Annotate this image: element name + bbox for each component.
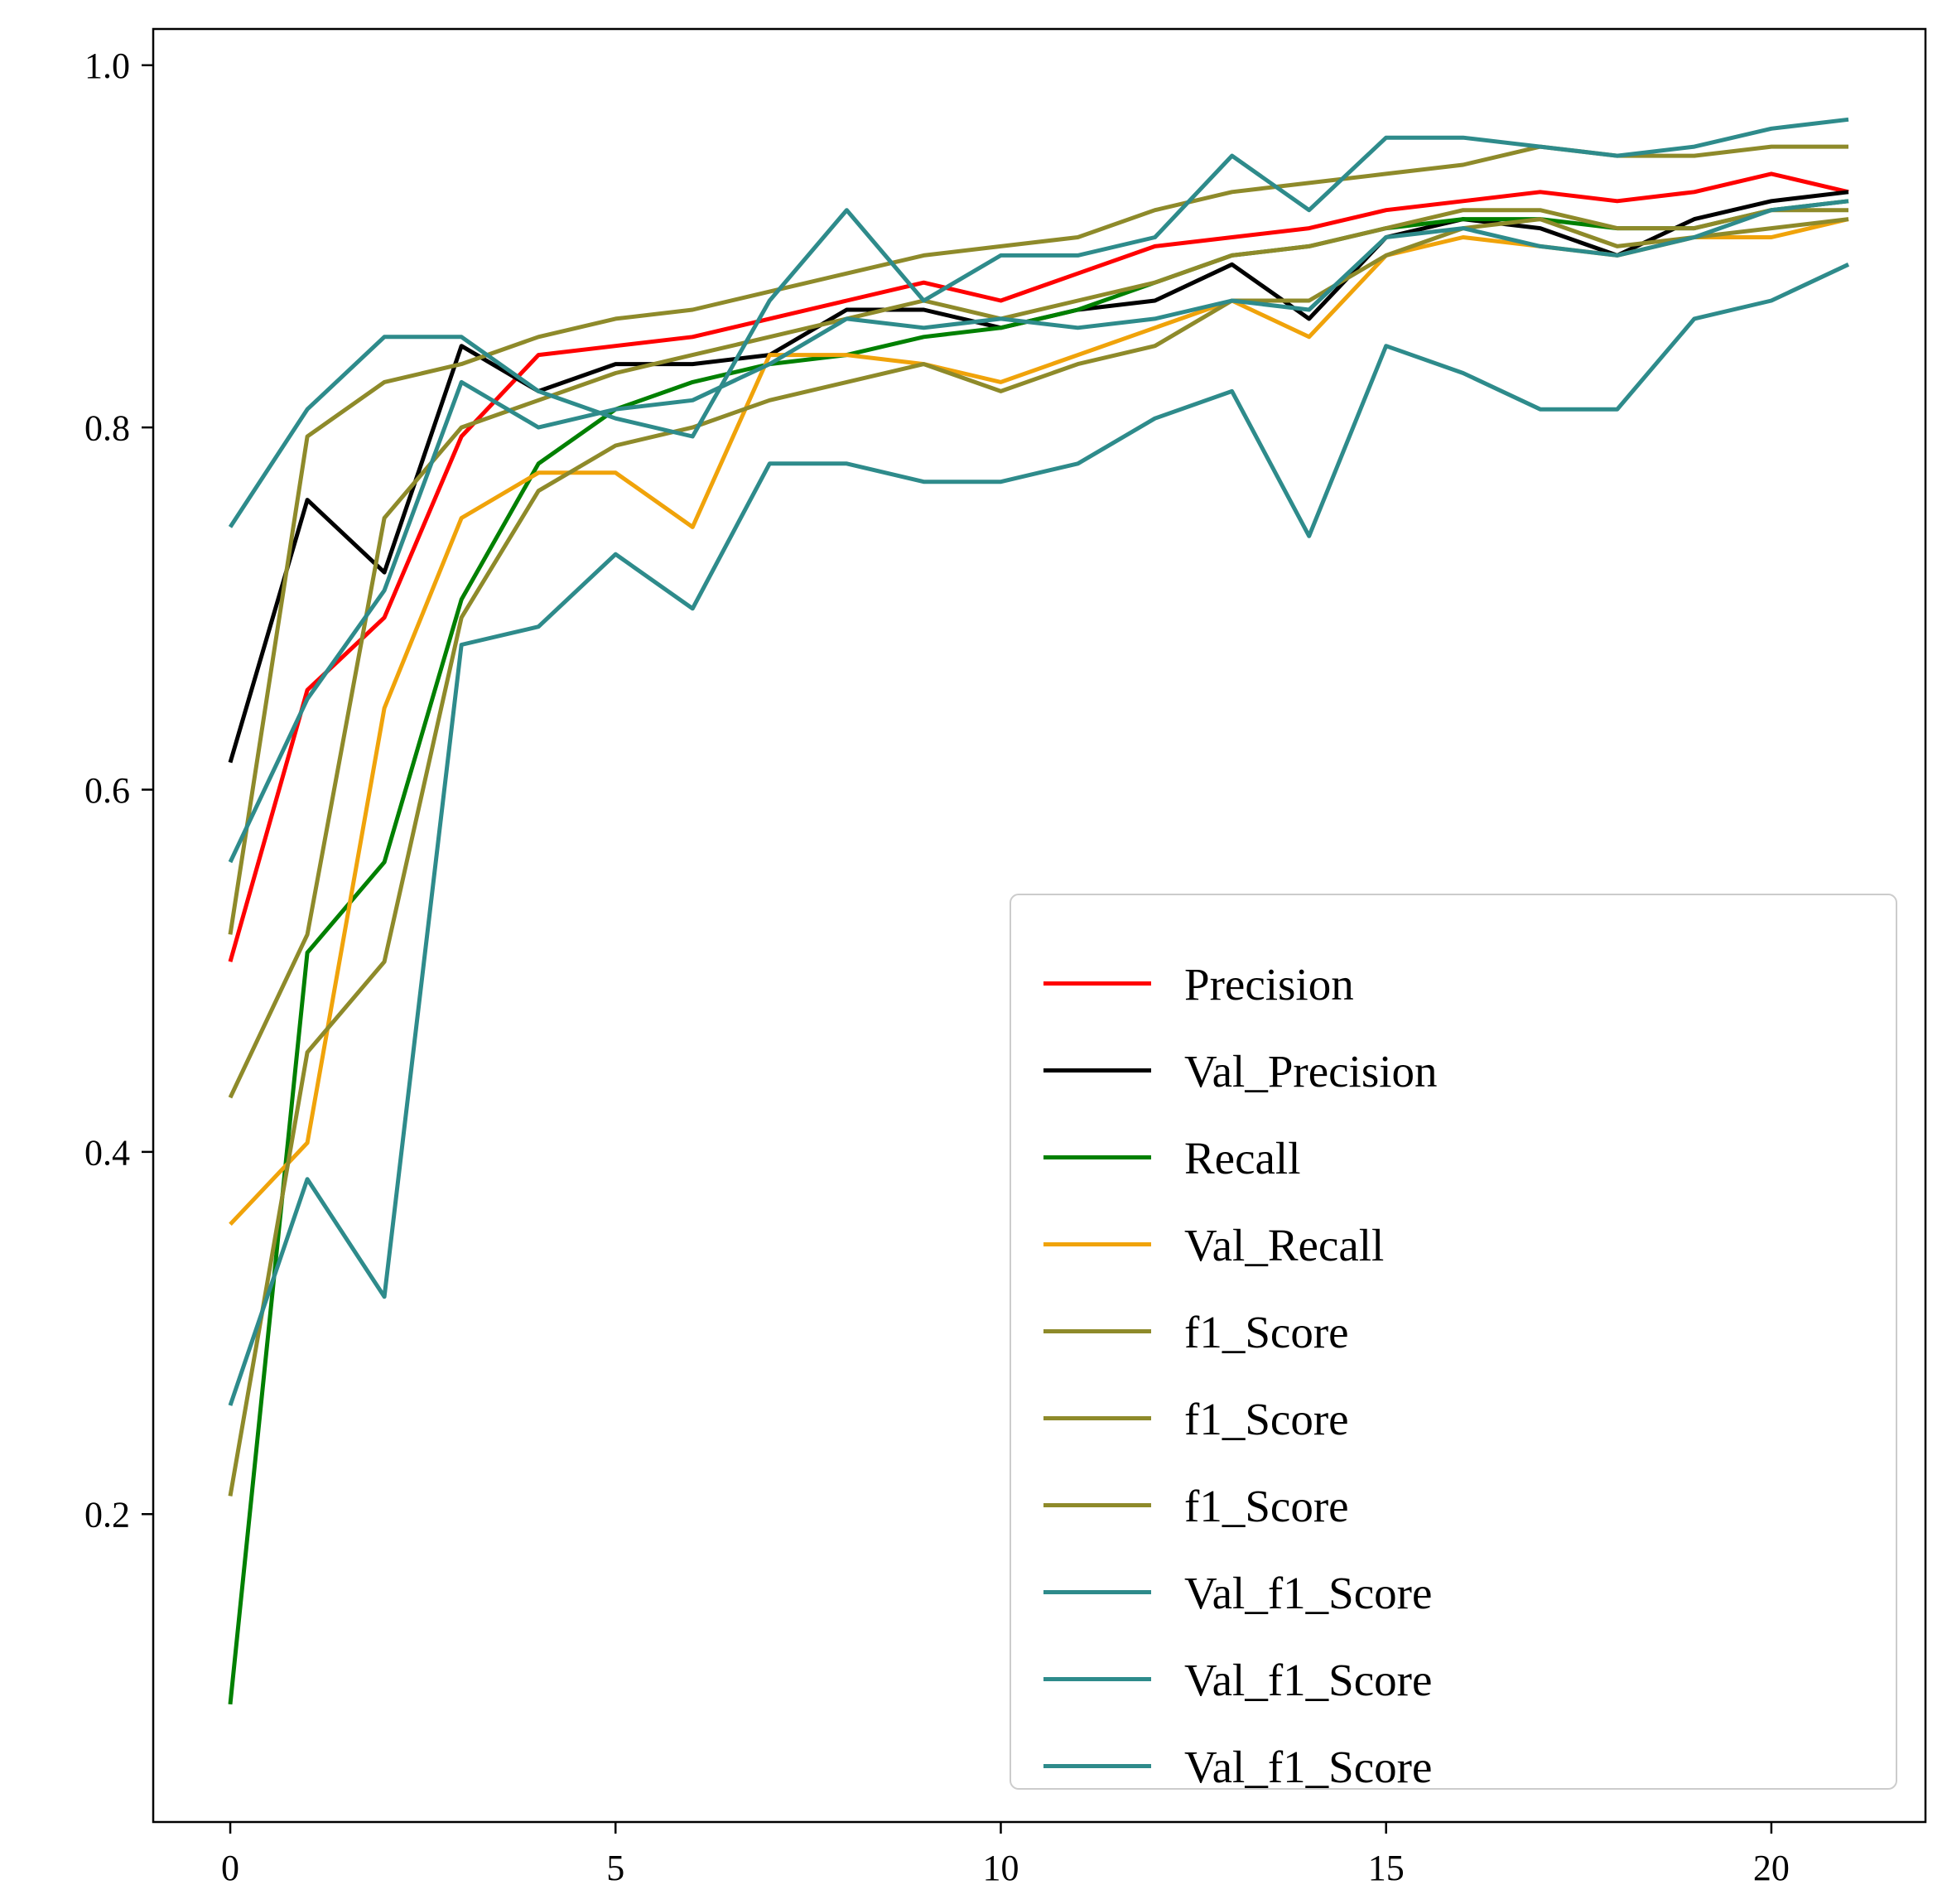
- chart-plot-area: 0 5 10 15 20 0.2 0.4 0.6 0.8 1.0 Precision Val_Prec…: [0, 0, 1947, 1904]
- legend-label: Recall: [1184, 1133, 1300, 1183]
- y-tick-label: 0.4: [84, 1132, 130, 1173]
- legend-label: f1_Score: [1184, 1394, 1349, 1444]
- legend-label: Precision: [1184, 959, 1354, 1010]
- line-chart: 0 5 10 15 20 0.2 0.4 0.6 0.8 1.0 Precision Val_Prec…: [0, 0, 1947, 1904]
- legend-label: f1_Score: [1184, 1481, 1349, 1531]
- legend-label: Val_Precision: [1184, 1046, 1438, 1097]
- legend-label: Val_f1_Score: [1184, 1742, 1432, 1792]
- y-tick-label: 0.6: [84, 770, 130, 811]
- legend-label: Val_f1_Score: [1184, 1568, 1432, 1618]
- x-tick-label: 15: [1368, 1848, 1405, 1888]
- x-tick-label: 0: [221, 1848, 239, 1888]
- x-tick-label: 10: [982, 1848, 1019, 1888]
- legend-label: f1_Score: [1184, 1307, 1349, 1357]
- legend-label: Val_Recall: [1184, 1220, 1384, 1270]
- legend-label: Val_f1_Score: [1184, 1655, 1432, 1705]
- x-tick-label: 20: [1753, 1848, 1790, 1888]
- legend: Precision Val_Precision Recall Val_Recall f1…: [1010, 894, 1896, 1792]
- y-tick-label: 0.8: [84, 408, 130, 449]
- x-tick-label: 5: [606, 1848, 624, 1888]
- y-tick-label: 1.0: [84, 46, 130, 86]
- y-tick-label: 0.2: [84, 1495, 130, 1535]
